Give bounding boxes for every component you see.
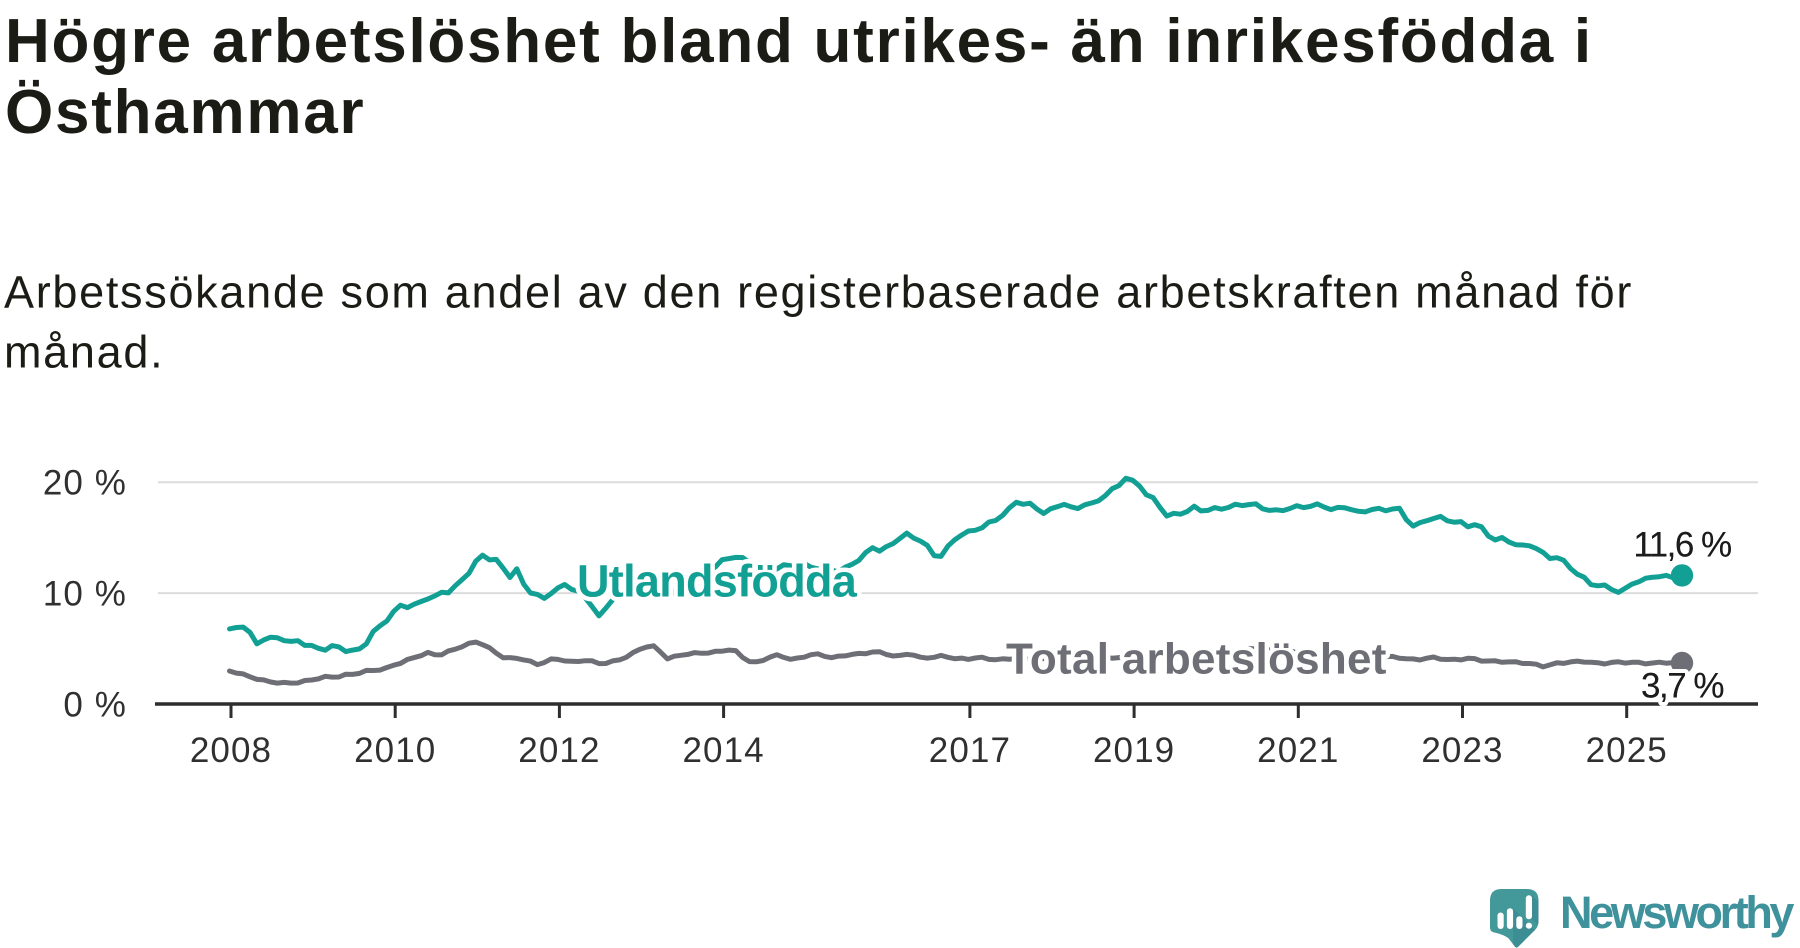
svg-text:Högre arbetslöshet bland utrik: Högre arbetslöshet bland utrikes- än inr…	[5, 7, 1593, 76]
svg-text:2008: 2008	[190, 731, 272, 770]
svg-text:2010: 2010	[354, 731, 436, 770]
svg-text:2017: 2017	[929, 731, 1011, 770]
svg-text:11,6 %: 11,6 %	[1633, 526, 1731, 565]
svg-text:3,7 %: 3,7 %	[1641, 667, 1723, 706]
svg-text:2019: 2019	[1093, 731, 1175, 770]
svg-text:3,7 %: 3,7 %	[1641, 667, 1723, 706]
svg-text:Newsworthy: Newsworthy	[1560, 887, 1794, 938]
svg-text:Arbetssökande som andel av den: Arbetssökande som andel av den registerb…	[4, 267, 1633, 318]
svg-text:Total arbetslöshet: Total arbetslöshet	[1006, 634, 1387, 683]
svg-text:månad.: månad.	[4, 327, 164, 378]
svg-text:2014: 2014	[682, 731, 764, 770]
svg-text:2025: 2025	[1586, 731, 1668, 770]
svg-text:20 %: 20 %	[43, 464, 127, 503]
svg-text:2012: 2012	[518, 731, 600, 770]
svg-text:Utlandsfödda: Utlandsfödda	[577, 556, 858, 607]
svg-text:2023: 2023	[1421, 731, 1503, 770]
svg-text:0 %: 0 %	[63, 686, 127, 725]
svg-text:10 %: 10 %	[43, 575, 127, 614]
svg-text:2021: 2021	[1257, 731, 1339, 770]
svg-text:11,6 %: 11,6 %	[1633, 526, 1731, 565]
svg-text:Östhammar: Östhammar	[5, 78, 365, 147]
